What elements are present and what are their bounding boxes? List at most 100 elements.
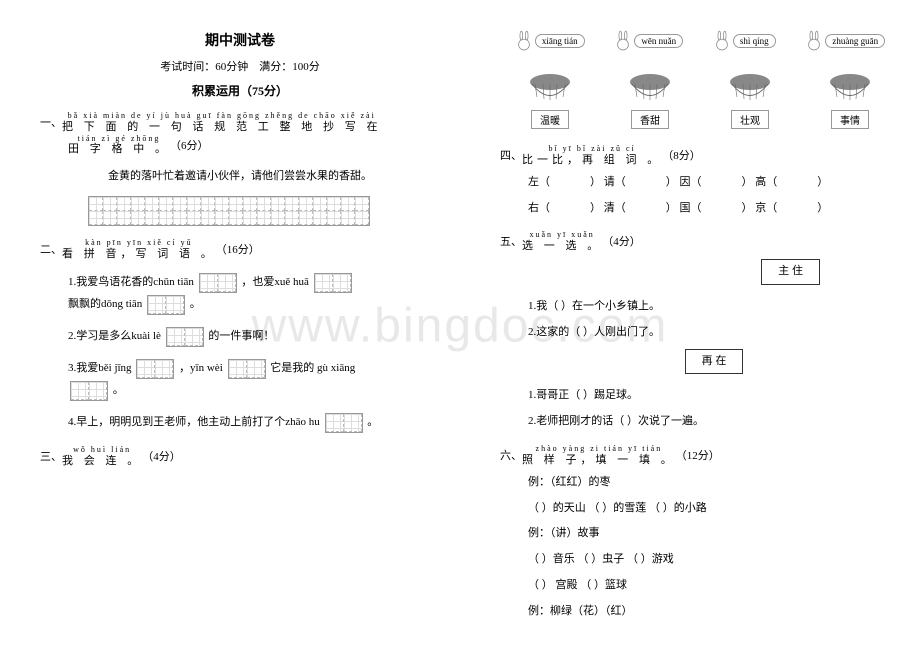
q2-grid5 bbox=[136, 359, 174, 379]
q5-item2: 2.这家的（ ）人刚出门了。 bbox=[500, 323, 900, 343]
basket-label-1: 温暖 bbox=[531, 110, 569, 129]
q6-ex2-items2: （ ） 宫殿 （ ）篮球 bbox=[500, 576, 900, 596]
basket-label-3: 壮观 bbox=[731, 110, 769, 129]
q2-item2: 2.学习是多么kuài lè 的一件事啊！ bbox=[40, 325, 440, 347]
q6-ex3: 例：柳绿（花）（红） bbox=[500, 602, 900, 622]
q2-1d: 。 bbox=[190, 298, 201, 310]
q2-grid3 bbox=[147, 295, 185, 315]
q2-2b: 的一件事啊！ bbox=[208, 330, 274, 342]
q5-item1: 1.我（ ）在一个小乡镇上。 bbox=[500, 297, 900, 317]
basket-item-3: 壮观 bbox=[725, 72, 775, 129]
q4-row1: 左（） 请（） 因（） 高（） bbox=[500, 173, 900, 193]
q1-pinyin2: tián zì gé zhōng bbox=[68, 134, 170, 144]
q3-label: 三、 bbox=[40, 451, 62, 463]
q2-2a: 2.学习是多么kuài lè bbox=[68, 330, 161, 342]
q3-hanzi: 我 会 连 。 bbox=[62, 455, 142, 468]
rabbit-pinyin-3: shì qíng bbox=[733, 34, 776, 48]
q2-grid6 bbox=[228, 359, 266, 379]
question-4: 四、 bǐ yī bǐ zài zǔ cí 比一比，再 组 词 。 （8分） 左… bbox=[500, 144, 900, 218]
question-5: 五、 xuǎn yī xuǎn 选 一 选 。 （4分） 主 住 1.我（ ）在… bbox=[500, 230, 900, 432]
q1-pinyin: bǎ xià miàn de yí jù huà guī fàn gōng zh… bbox=[62, 111, 382, 121]
q2-4a: 4.早上，明明见到王老师，他主动上前打了个zhāo hu bbox=[68, 416, 320, 428]
q4-row2: 右（） 清（） 国（） 京（） bbox=[500, 199, 900, 219]
q2-ruby: kàn pīn yīn xiě cí yǔ 看 拼 音，写 词 语 。 bbox=[62, 238, 216, 261]
section-header: 积累运用（75分） bbox=[40, 82, 440, 99]
q6-ex2-items1: （ ）音乐 （ ）虫子 （ ）游戏 bbox=[500, 550, 900, 570]
rabbit-row: xiāng tián wēn nuǎn shì qíng zhuàng guān bbox=[500, 30, 900, 52]
exam-score: 满分：100分 bbox=[259, 61, 320, 73]
q2-grid1 bbox=[199, 273, 237, 293]
basket-row: 温暖 香甜 壮观 事情 bbox=[500, 72, 900, 129]
q2-item4: 4.早上，明明见到王老师，他主动上前打了个zhāo hu 。 bbox=[40, 411, 440, 433]
q5-pinyin: xuǎn yī xuǎn bbox=[522, 230, 602, 240]
basket-icon bbox=[825, 72, 875, 102]
rabbit-icon bbox=[805, 30, 823, 52]
q1-sentence: 金黄的落叶忙着邀请小伙伴，请他们尝尝水果的香甜。 bbox=[40, 167, 440, 187]
basket-icon bbox=[525, 72, 575, 102]
rabbit-pinyin-4: zhuàng guān bbox=[825, 34, 885, 48]
left-column: 期中测试卷 考试时间：60分钟 满分：100分 积累运用（75分） 一、 bǎ … bbox=[0, 0, 460, 651]
question-3: 三、 wǒ huì lián 我 会 连 。 （4分） bbox=[40, 445, 440, 468]
rabbit-icon bbox=[515, 30, 533, 52]
question-6: 六、 zhào yàng zi tián yī tián 照 样 子，填 一 填… bbox=[500, 444, 900, 622]
question-2: 二、 kàn pīn yīn xiě cí yǔ 看 拼 音，写 词 语 。 （… bbox=[40, 238, 440, 433]
q6-points: （12分） bbox=[676, 450, 720, 462]
q2-hanzi: 看 拼 音，写 词 语 。 bbox=[62, 248, 216, 261]
rabbit-item-2: wēn nuǎn bbox=[614, 30, 683, 52]
rabbit-item-3: shì qíng bbox=[713, 30, 776, 52]
q1-ruby2: tián zì gé zhōng 田 字 格 中 。 bbox=[68, 134, 170, 157]
q5-points: （4分） bbox=[602, 236, 641, 248]
basket-icon bbox=[725, 72, 775, 102]
q2-grid7 bbox=[70, 381, 108, 401]
q6-hanzi: 照 样 子，填 一 填 。 bbox=[522, 454, 676, 467]
q6-ex1-items: （ ）的天山 （ ）的雪莲 （ ）的小路 bbox=[500, 499, 900, 519]
q2-pinyin: kàn pīn yīn xiě cí yǔ bbox=[62, 238, 216, 248]
q2-label: 二、 bbox=[40, 244, 62, 256]
basket-item-1: 温暖 bbox=[525, 72, 575, 129]
exam-time: 考试时间：60分钟 bbox=[160, 61, 248, 73]
q6-pinyin: zhào yàng zi tián yī tián bbox=[522, 444, 676, 454]
q6-ex2: 例：（讲）故事 bbox=[500, 524, 900, 544]
rabbit-item-4: zhuàng guān bbox=[805, 30, 885, 52]
q2-3b: ，yīn wèi bbox=[179, 362, 223, 374]
rabbit-icon bbox=[614, 30, 632, 52]
q2-points: （16分） bbox=[216, 244, 260, 256]
q5-label: 五、 bbox=[500, 236, 522, 248]
q6-ruby: zhào yàng zi tián yī tián 照 样 子，填 一 填 。 bbox=[522, 444, 676, 467]
q5-box1: 主 住 bbox=[500, 259, 900, 291]
q2-item1: 1.我爱鸟语花香的chūn tiān ，也爱xuě huā 飘飘的dōng ti… bbox=[40, 271, 440, 315]
q3-pinyin: wǒ huì lián bbox=[62, 445, 142, 455]
q2-grid8 bbox=[325, 413, 363, 433]
right-column: xiāng tián wēn nuǎn shì qíng zhuàng guān… bbox=[460, 0, 920, 651]
q1-hanzi2: 田 字 格 中 。 bbox=[68, 143, 170, 156]
q4-pinyin: bǐ yī bǐ zài zǔ cí bbox=[522, 144, 662, 154]
q1-hanzi: 把 下 面 的 一 句 话 规 范 工 整 地 抄 写 在 bbox=[62, 121, 382, 134]
q1-ruby: bǎ xià miàn de yí jù huà guī fàn gōng zh… bbox=[62, 111, 382, 134]
q5-hanzi: 选 一 选 。 bbox=[522, 240, 602, 253]
q2-3a: 3.我爱běi jīng bbox=[68, 362, 132, 374]
q1-points: （6分） bbox=[170, 140, 209, 152]
q2-item3: 3.我爱běi jīng ，yīn wèi 它是我的 gù xiāng 。 bbox=[40, 357, 440, 401]
rabbit-item-1: xiāng tián bbox=[515, 30, 585, 52]
q2-1c: 飘飘的dōng tiān bbox=[68, 298, 142, 310]
q2-grid2 bbox=[314, 273, 352, 293]
basket-label-2: 香甜 bbox=[631, 110, 669, 129]
q2-1b: ，也爱xuě huā bbox=[241, 276, 309, 288]
q3-points: （4分） bbox=[142, 451, 181, 463]
q4-label: 四、 bbox=[500, 150, 522, 162]
q6-ex1: 例：（红红）的枣 bbox=[500, 473, 900, 493]
q6-label: 六、 bbox=[500, 450, 522, 462]
q5-ruby: xuǎn yī xuǎn 选 一 选 。 bbox=[522, 230, 602, 253]
exam-subtitle: 考试时间：60分钟 满分：100分 bbox=[40, 58, 440, 74]
basket-item-2: 香甜 bbox=[625, 72, 675, 129]
rabbit-pinyin-1: xiāng tián bbox=[535, 34, 585, 48]
q3-ruby: wǒ huì lián 我 会 连 。 bbox=[62, 445, 142, 468]
question-1: 一、 bǎ xià miàn de yí jù huà guī fàn gōng… bbox=[40, 111, 440, 226]
q5-box2: 再 在 bbox=[500, 349, 900, 381]
q2-3c: 它是我的 gù xiāng bbox=[270, 362, 355, 374]
exam-title: 期中测试卷 bbox=[40, 30, 440, 50]
q2-3d: 。 bbox=[113, 384, 124, 396]
q5-item3: 1.哥哥正（ ）踢足球。 bbox=[500, 386, 900, 406]
q4-ruby: bǐ yī bǐ zài zǔ cí 比一比，再 组 词 。 bbox=[522, 144, 662, 167]
rabbit-icon bbox=[713, 30, 731, 52]
